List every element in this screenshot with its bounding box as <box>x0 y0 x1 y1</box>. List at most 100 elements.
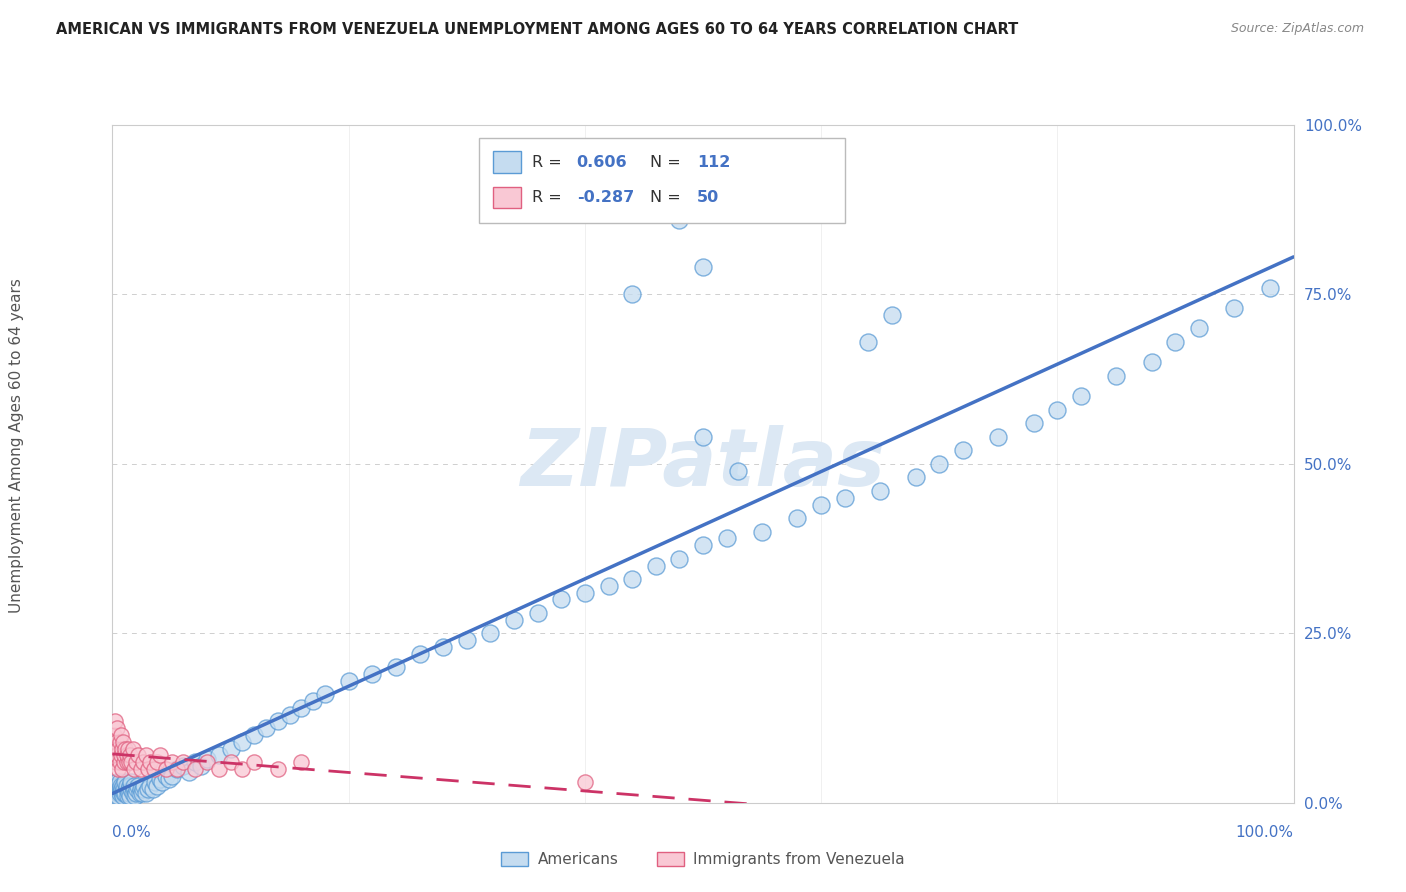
Point <box>110 782 132 797</box>
Text: N =: N = <box>650 154 686 169</box>
Text: 100.0%: 100.0% <box>1236 825 1294 840</box>
Point <box>146 779 169 793</box>
Point <box>122 782 145 797</box>
Point <box>103 728 125 742</box>
Point <box>692 260 714 275</box>
Point <box>146 755 169 769</box>
Point <box>184 762 207 776</box>
Point <box>834 491 856 505</box>
Point <box>550 592 572 607</box>
Point <box>136 762 159 776</box>
Text: AMERICAN VS IMMIGRANTS FROM VENEZUELA UNEMPLOYMENT AMONG AGES 60 TO 64 YEARS COR: AMERICAN VS IMMIGRANTS FROM VENEZUELA UN… <box>56 22 1018 37</box>
Point <box>127 748 149 763</box>
Point <box>290 701 312 715</box>
Point <box>108 786 131 800</box>
Point <box>1046 402 1069 417</box>
Point <box>179 765 201 780</box>
Point <box>716 532 738 546</box>
Point <box>111 782 134 797</box>
Point <box>184 755 207 769</box>
Point <box>132 755 155 769</box>
Point <box>120 782 142 797</box>
Point <box>479 626 502 640</box>
Text: N =: N = <box>650 190 686 205</box>
Point <box>987 430 1010 444</box>
Point <box>121 741 143 756</box>
Point <box>139 779 162 793</box>
Point <box>127 782 149 797</box>
Point <box>155 769 177 783</box>
Point <box>103 782 125 797</box>
Point <box>120 755 142 769</box>
Point <box>149 772 172 786</box>
Point <box>692 430 714 444</box>
Point <box>120 748 142 763</box>
Point <box>456 633 478 648</box>
FancyBboxPatch shape <box>492 186 522 208</box>
Point <box>120 779 142 793</box>
Point <box>125 755 148 769</box>
Point <box>337 673 360 688</box>
Point <box>219 755 242 769</box>
Point <box>135 748 157 763</box>
Point <box>105 782 128 797</box>
Text: 112: 112 <box>697 154 731 169</box>
Point <box>290 755 312 769</box>
Point <box>115 755 138 769</box>
Point <box>157 772 180 786</box>
Point <box>139 755 162 769</box>
Point <box>254 721 277 735</box>
Point <box>166 762 188 776</box>
Point <box>574 775 596 789</box>
Point <box>104 741 127 756</box>
Point <box>243 728 266 742</box>
Point <box>105 748 128 763</box>
Point <box>112 779 135 793</box>
Point <box>231 762 253 776</box>
Point <box>108 735 131 749</box>
Point <box>115 748 138 763</box>
Point <box>121 786 143 800</box>
Point <box>107 789 129 803</box>
Point <box>267 714 290 729</box>
Point <box>208 762 231 776</box>
Point <box>110 728 132 742</box>
Point <box>105 775 128 789</box>
Legend: Americans, Immigrants from Venezuela: Americans, Immigrants from Venezuela <box>495 846 911 873</box>
Point <box>150 775 173 789</box>
Point <box>692 538 714 552</box>
Point <box>408 647 430 661</box>
Point <box>149 748 172 763</box>
Point <box>112 735 135 749</box>
Point <box>117 789 139 803</box>
Point <box>385 660 408 674</box>
Point <box>267 762 290 776</box>
Point <box>231 735 253 749</box>
Point <box>1022 416 1045 430</box>
Point <box>120 789 142 803</box>
Point <box>195 752 218 766</box>
Point <box>166 762 188 776</box>
Point <box>621 572 644 586</box>
Point <box>111 741 134 756</box>
Point <box>120 775 142 789</box>
Point <box>751 524 773 539</box>
Point <box>160 755 183 769</box>
Point <box>118 755 141 769</box>
Point <box>195 755 218 769</box>
Point <box>172 755 194 769</box>
Text: R =: R = <box>531 190 567 205</box>
Point <box>108 775 131 789</box>
Point <box>314 687 336 701</box>
Point <box>858 334 880 349</box>
Point <box>105 735 128 749</box>
FancyBboxPatch shape <box>478 138 845 223</box>
Point <box>302 694 325 708</box>
Point <box>155 762 177 776</box>
Point <box>115 779 138 793</box>
Point <box>1258 280 1281 294</box>
Point <box>134 779 156 793</box>
Point <box>107 786 129 800</box>
Point <box>105 779 128 793</box>
FancyBboxPatch shape <box>492 152 522 173</box>
